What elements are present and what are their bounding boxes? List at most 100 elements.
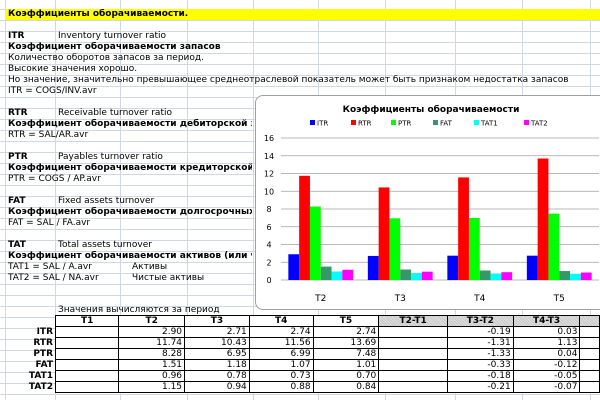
table-cell[interactable] bbox=[579, 337, 600, 349]
table-cell[interactable] bbox=[378, 326, 448, 338]
legend-marker bbox=[433, 120, 438, 125]
table-cell[interactable] bbox=[378, 348, 448, 360]
table-cell[interactable]: 0.73 bbox=[248, 370, 314, 382]
table-cell[interactable]: 6.99 bbox=[248, 348, 314, 360]
bar-ptr bbox=[468, 217, 480, 280]
legend-label: TAT2 bbox=[530, 120, 548, 128]
y-tick-label: 14 bbox=[264, 152, 274, 161]
x-tick-label: T2 bbox=[314, 294, 326, 304]
column-header[interactable]: T4-T3 bbox=[512, 315, 581, 327]
legend-label: RTR bbox=[358, 120, 372, 128]
table-cell[interactable]: 10.43 bbox=[184, 337, 250, 349]
table-cell[interactable] bbox=[579, 326, 600, 338]
column-header[interactable] bbox=[579, 315, 600, 327]
bar-ptr bbox=[548, 213, 560, 280]
table-cell[interactable] bbox=[378, 370, 448, 382]
table-cell[interactable] bbox=[54, 337, 120, 349]
table-cell[interactable]: -0.07 bbox=[512, 381, 581, 393]
table-cell[interactable]: 0.88 bbox=[248, 381, 314, 393]
grid-row-line bbox=[0, 75, 600, 76]
table-row: 1.15 0.94 0.88 0.84 -0.21 -0.07 bbox=[54, 381, 600, 393]
legend-label: PTR bbox=[398, 120, 411, 128]
table-cell[interactable]: -0.12 bbox=[512, 359, 581, 371]
table-cell[interactable] bbox=[378, 359, 448, 371]
fat-ru: Коэффициент оборачиваемости долгосрочных… bbox=[8, 207, 252, 217]
y-tick-label: 4 bbox=[266, 241, 271, 250]
table-cell[interactable]: 0.03 bbox=[512, 326, 581, 338]
table-cell[interactable]: -0.05 bbox=[512, 370, 581, 382]
table-cell[interactable]: 11.74 bbox=[118, 337, 186, 349]
table-cell[interactable]: 0.78 bbox=[184, 370, 250, 382]
table-cell[interactable] bbox=[54, 359, 120, 371]
row-label: TAT2 bbox=[28, 382, 53, 392]
x-tick-label: T5 bbox=[553, 294, 565, 304]
table-cell[interactable]: 1.01 bbox=[312, 359, 380, 371]
table-cell[interactable] bbox=[579, 381, 600, 393]
table-cell[interactable]: 2.74 bbox=[312, 326, 380, 338]
table-cell[interactable]: 1.18 bbox=[184, 359, 250, 371]
table-cell[interactable] bbox=[54, 370, 120, 382]
table-cell[interactable]: 0.04 bbox=[512, 348, 581, 360]
table-cell[interactable] bbox=[579, 348, 600, 360]
turnover-chart[interactable]: Коэффициенты оборачиваемости ITR RTR PTR FAT… bbox=[255, 95, 600, 310]
bar-rtr bbox=[537, 158, 549, 280]
bar-tat1 bbox=[331, 271, 343, 280]
legend-marker bbox=[310, 120, 315, 125]
table-cell[interactable]: -0.21 bbox=[446, 381, 514, 393]
table-cell[interactable] bbox=[579, 359, 600, 371]
table-cell[interactable] bbox=[54, 381, 120, 393]
table-cell[interactable]: 1.13 bbox=[512, 337, 581, 349]
grid-row-line bbox=[0, 86, 600, 87]
fat-name: Fixed assets turnover bbox=[58, 196, 155, 206]
table-cell[interactable] bbox=[378, 381, 448, 393]
column-header[interactable]: T2 bbox=[118, 315, 186, 327]
bar-rtr bbox=[378, 187, 390, 280]
table-cell[interactable]: 13.69 bbox=[312, 337, 380, 349]
table-cell[interactable]: -0.19 bbox=[446, 326, 514, 338]
table-cell[interactable]: 0.96 bbox=[118, 370, 186, 382]
table-cell[interactable]: 0.70 bbox=[312, 370, 380, 382]
y-tick-label: 16 bbox=[264, 134, 274, 143]
table-cell[interactable]: 0.84 bbox=[312, 381, 380, 393]
table-cell[interactable]: 2.71 bbox=[184, 326, 250, 338]
bar-fat bbox=[559, 271, 571, 280]
bar-fat bbox=[400, 269, 412, 280]
table-cell[interactable] bbox=[54, 326, 120, 338]
table-cell[interactable]: 1.07 bbox=[248, 359, 314, 371]
itr-name: Inventory turnover ratio bbox=[58, 31, 167, 41]
table-cell[interactable] bbox=[579, 370, 600, 382]
rtr-code: RTR bbox=[8, 108, 28, 118]
column-header[interactable]: T5 bbox=[312, 315, 380, 327]
grid-row-line bbox=[0, 42, 600, 43]
tat-ru: Коэффициент оборачиваемости активов (или… bbox=[8, 251, 252, 261]
itr-ru: Коэффициент оборачиваемости запасов bbox=[8, 42, 221, 52]
itr-line1: Количество оборотов запасов за период. bbox=[8, 53, 204, 63]
column-header[interactable]: T2-T1 bbox=[378, 315, 448, 327]
grid-column-line bbox=[253, 0, 254, 400]
table-cell[interactable]: 2.74 bbox=[248, 326, 314, 338]
table-cell[interactable]: 8.28 bbox=[118, 348, 186, 360]
table-cell[interactable]: 6.95 bbox=[184, 348, 250, 360]
table-cell[interactable]: 1.15 bbox=[118, 381, 186, 393]
table-cell[interactable]: -0.18 bbox=[446, 370, 514, 382]
table-cell[interactable] bbox=[378, 337, 448, 349]
table-cell[interactable]: 11.56 bbox=[248, 337, 314, 349]
table-cell[interactable]: 7.48 bbox=[312, 348, 380, 360]
table-cell[interactable]: -0.33 bbox=[446, 359, 514, 371]
table-cell[interactable] bbox=[54, 348, 120, 360]
table-cell[interactable]: 1.51 bbox=[118, 359, 186, 371]
legend-marker bbox=[524, 120, 529, 125]
tat1-note: Активы bbox=[132, 262, 168, 272]
table-cell[interactable]: -1.33 bbox=[446, 348, 514, 360]
table-row: 11.74 10.43 11.56 13.69 -1.31 1.13 bbox=[54, 337, 600, 349]
column-header[interactable]: T4 bbox=[248, 315, 314, 327]
table-cell[interactable]: -1.31 bbox=[446, 337, 514, 349]
table-cell[interactable]: 2.90 bbox=[118, 326, 186, 338]
table-row: 0.96 0.78 0.73 0.70 -0.18 -0.05 bbox=[54, 370, 600, 382]
itr-code: ITR bbox=[8, 31, 25, 41]
y-tick-label: 2 bbox=[266, 258, 271, 267]
column-header[interactable]: T3-T2 bbox=[446, 315, 514, 327]
table-cell[interactable]: 0.94 bbox=[184, 381, 250, 393]
column-header[interactable]: T1 bbox=[54, 315, 120, 327]
column-header[interactable]: T3 bbox=[184, 315, 250, 327]
